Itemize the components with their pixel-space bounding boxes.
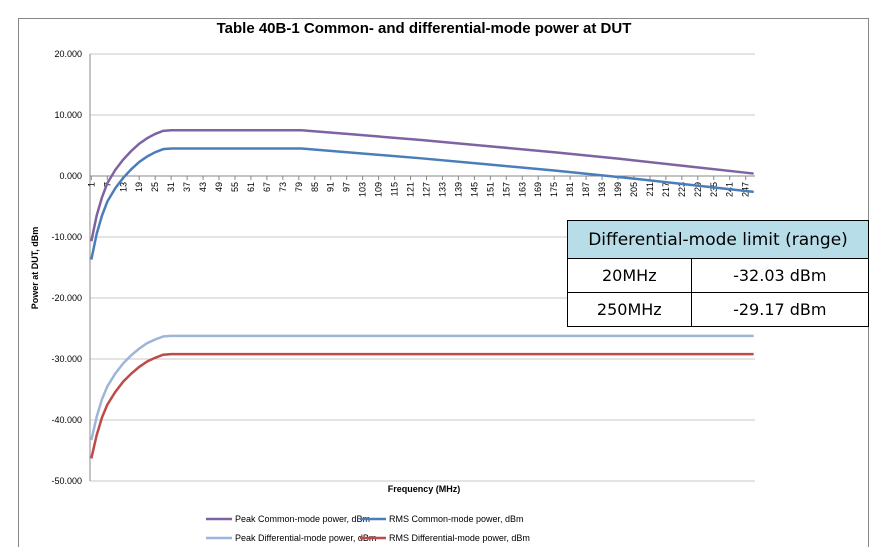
x-tick-label: 79 — [294, 182, 304, 192]
y-tick-label: -20.000 — [51, 293, 82, 303]
x-tick-label: 133 — [437, 182, 447, 197]
x-tick-label: 175 — [549, 182, 559, 197]
table-header: Differential-mode limit (range) — [567, 220, 869, 259]
chart-title: Table 40B-1 Common- and differential-mod… — [217, 20, 632, 37]
x-tick-label: 1 — [86, 182, 96, 187]
table-cell: -29.17 dBm — [690, 292, 870, 327]
y-tick-label: 10.000 — [54, 110, 82, 120]
series-line — [90, 147, 754, 260]
x-tick-label: 127 — [421, 182, 431, 197]
y-tick-label: 0.000 — [59, 171, 82, 181]
x-tick-label: 187 — [581, 182, 591, 197]
x-tick-label: 103 — [358, 182, 368, 197]
x-tick-label: 49 — [214, 182, 224, 192]
y-tick-label: 20.000 — [54, 49, 82, 59]
x-tick-label: 139 — [453, 182, 463, 197]
x-tick-label: 67 — [262, 182, 272, 192]
x-tick-label: 157 — [501, 182, 511, 197]
x-tick-label: 19 — [134, 182, 144, 192]
x-tick-label: 211 — [645, 182, 655, 196]
x-tick-label: 247 — [741, 182, 751, 197]
table-cell: 250MHz — [567, 292, 692, 327]
x-axis-title: Frequency (MHz) — [388, 484, 461, 494]
legend-label: Peak Common-mode power, dBm — [235, 514, 370, 524]
x-tick-label: 85 — [310, 182, 320, 192]
x-tick-label: 25 — [150, 182, 160, 192]
y-tick-label: -40.000 — [51, 415, 82, 425]
legend-label: RMS Differential-mode power, dBm — [389, 533, 530, 543]
limit-table: Differential-mode limit (range) 20MHz -32… — [567, 220, 870, 327]
x-tick-label: 169 — [533, 182, 543, 197]
x-tick-label: 181 — [565, 182, 575, 197]
x-tick-label: 217 — [661, 182, 671, 197]
x-tick-label: 97 — [342, 182, 352, 192]
x-tick-label: 109 — [374, 182, 384, 197]
x-tick-label: 199 — [613, 182, 623, 197]
x-tick-label: 37 — [182, 182, 192, 192]
x-tick-label: 145 — [469, 182, 479, 197]
x-tick-label: 13 — [118, 182, 128, 192]
legend-label: RMS Common-mode power, dBm — [389, 514, 524, 524]
table-cell: -32.03 dBm — [690, 258, 870, 293]
x-tick-label: 151 — [485, 182, 495, 197]
x-tick-label: 229 — [693, 182, 703, 197]
y-axis-title: Power at DUT, dBm — [30, 227, 40, 310]
series-line — [90, 129, 754, 242]
legend-label: Peak Differential-mode power, dBm — [235, 533, 376, 543]
x-tick-label: 193 — [597, 182, 607, 197]
y-tick-label: -10.000 — [51, 232, 82, 242]
x-tick-label: 121 — [406, 182, 416, 197]
series-line — [90, 352, 754, 459]
x-tick-label: 31 — [166, 182, 176, 192]
series-line — [90, 334, 754, 441]
x-tick-label: 91 — [326, 182, 336, 192]
x-tick-label: 115 — [390, 182, 400, 196]
x-tick-label: 205 — [629, 182, 639, 197]
x-tick-label: 43 — [198, 182, 208, 192]
y-tick-label: -50.000 — [51, 476, 82, 486]
x-tick-label: 223 — [677, 182, 687, 197]
y-tick-label: -30.000 — [51, 354, 82, 364]
table-cell: 20MHz — [567, 258, 692, 293]
x-tick-label: 163 — [517, 182, 527, 197]
x-tick-label: 55 — [230, 182, 240, 192]
x-tick-label: 235 — [709, 182, 719, 197]
x-tick-label: 61 — [246, 182, 256, 192]
x-tick-label: 73 — [278, 182, 288, 192]
